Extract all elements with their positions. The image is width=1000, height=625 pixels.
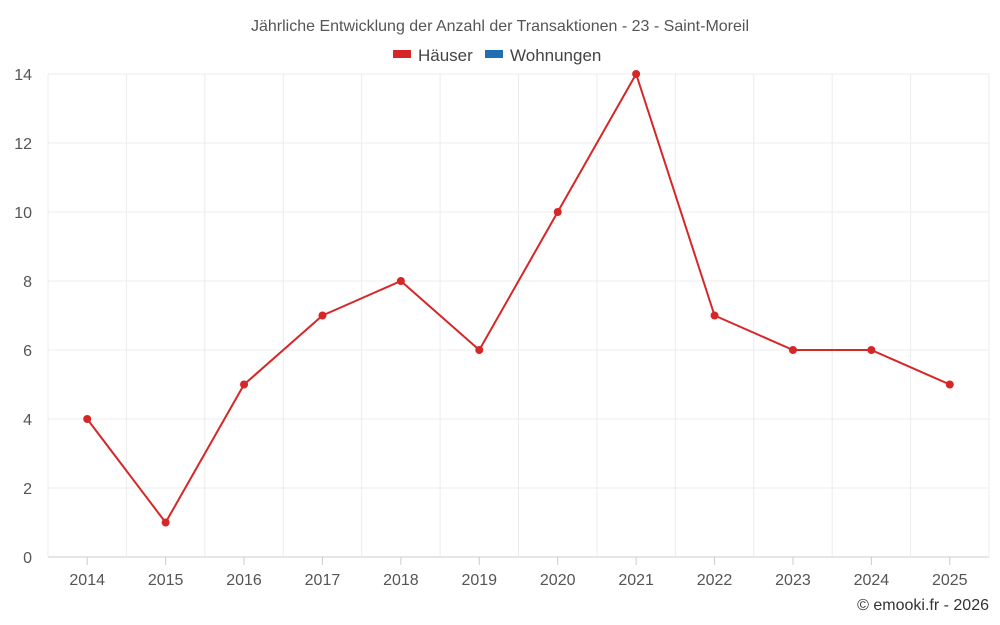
x-tick-label: 2024 — [854, 572, 890, 589]
y-tick-label: 8 — [23, 274, 32, 291]
y-tick-label: 10 — [14, 205, 32, 222]
data-point[interactable] — [161, 518, 170, 527]
data-point[interactable] — [553, 208, 562, 216]
data-point[interactable] — [710, 311, 719, 320]
plot-area — [83, 70, 954, 527]
y-tick-label: 6 — [23, 343, 32, 360]
data-point[interactable] — [240, 380, 249, 389]
x-tick-label: 2022 — [697, 572, 733, 589]
data-point[interactable] — [945, 380, 954, 389]
x-tick-label: 2017 — [305, 572, 341, 589]
legend: Häuser Wohnungen — [393, 46, 601, 65]
series-line-0 — [86, 73, 951, 524]
y-axis-ticks: 0 2 4 6 8 10 12 14 — [14, 67, 32, 567]
data-point[interactable] — [475, 346, 484, 354]
x-tick-label: 2014 — [69, 572, 105, 589]
x-tick-label: 2015 — [148, 572, 184, 589]
legend-swatch-houses[interactable] — [393, 50, 411, 58]
credit-text: © emooki.fr - 2026 — [857, 597, 989, 614]
x-tick-label: 2025 — [932, 572, 968, 589]
x-tick-label: 2023 — [775, 572, 811, 589]
x-axis-ticks: 2014 2015 2016 2017 2018 2019 2020 2021 2022 2023… — [69, 557, 968, 589]
x-tick-label: 2016 — [226, 572, 262, 589]
data-point[interactable] — [632, 70, 641, 78]
legend-label-houses[interactable]: Häuser — [418, 46, 473, 65]
data-point[interactable] — [318, 311, 327, 320]
x-tick-label: 2018 — [383, 572, 419, 589]
y-tick-label: 14 — [14, 67, 32, 84]
y-tick-label: 0 — [23, 550, 32, 567]
y-tick-label: 2 — [23, 481, 32, 498]
legend-swatch-apartments[interactable] — [485, 50, 503, 58]
x-tick-label: 2019 — [461, 572, 497, 589]
x-tick-label: 2021 — [618, 572, 654, 589]
y-tick-label: 4 — [23, 412, 32, 429]
chart-title: Jährliche Entwicklung der Anzahl der Tra… — [251, 18, 749, 35]
x-tick-label: 2020 — [540, 572, 576, 589]
data-point[interactable] — [867, 346, 876, 354]
y-tick-label: 12 — [14, 136, 32, 153]
data-point[interactable] — [83, 415, 92, 423]
grid — [47, 73, 990, 558]
data-point[interactable] — [396, 277, 405, 285]
data-point[interactable] — [788, 346, 797, 354]
legend-label-apartments[interactable]: Wohnungen — [510, 46, 601, 65]
